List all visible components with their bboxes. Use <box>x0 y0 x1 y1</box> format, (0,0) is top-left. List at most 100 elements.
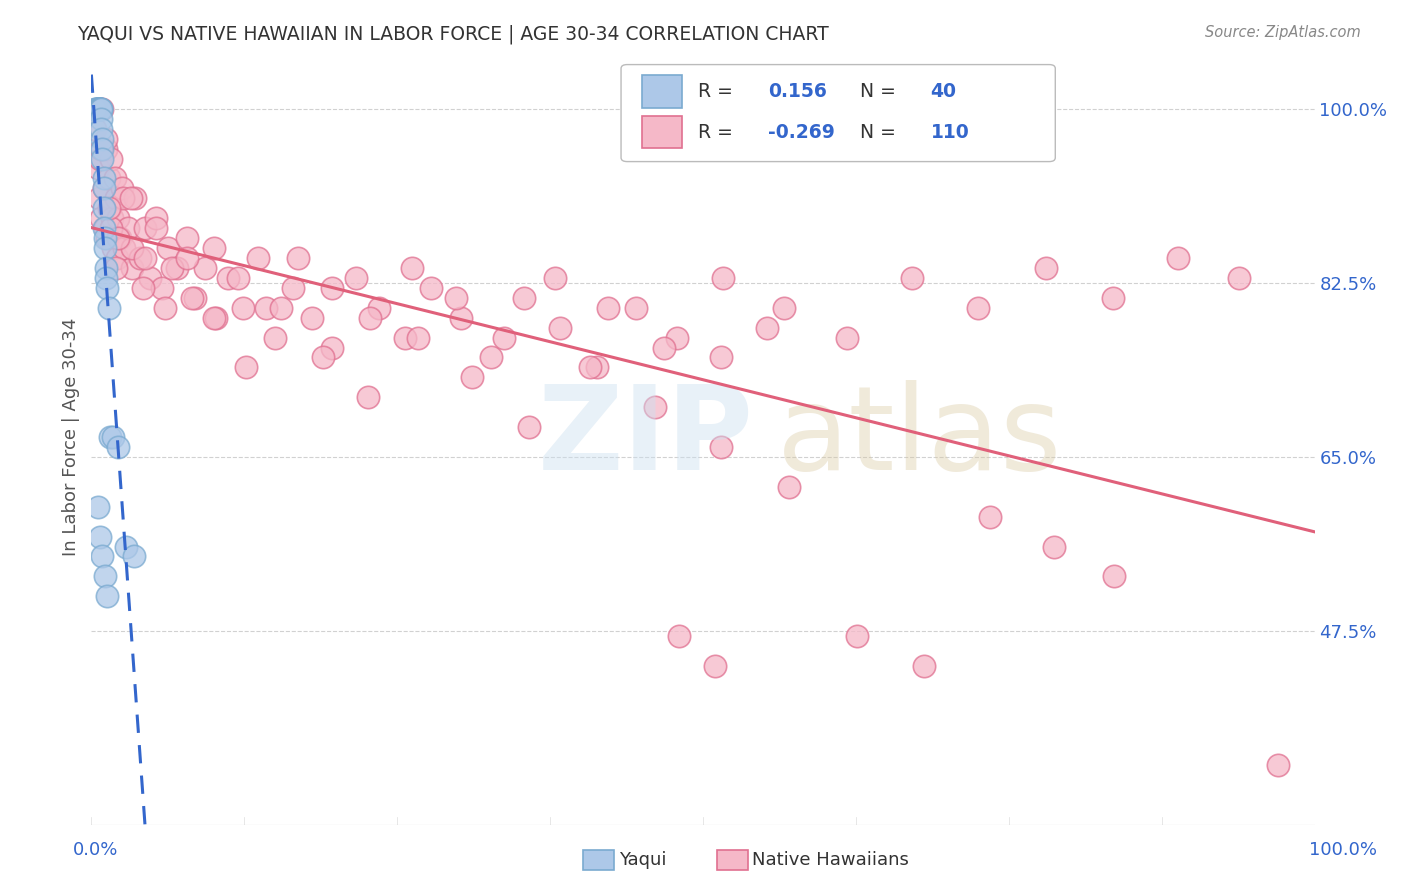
Point <box>1035 260 1057 275</box>
Point <box>91 142 114 156</box>
Point <box>359 310 381 325</box>
Point <box>979 509 1001 524</box>
Point <box>710 351 733 365</box>
Text: 100.0%: 100.0% <box>1309 840 1376 858</box>
Point <box>103 241 125 255</box>
Text: Native Hawaiians: Native Hawaiians <box>752 851 910 869</box>
Point <box>145 221 167 235</box>
Text: 0.0%: 0.0% <box>73 840 118 858</box>
Point <box>139 271 162 285</box>
Point <box>100 152 122 166</box>
Point <box>98 430 121 444</box>
Text: N =: N = <box>859 82 901 102</box>
Point <box>492 330 515 344</box>
Point <box>217 271 239 285</box>
Point <box>96 281 118 295</box>
Point <box>1267 758 1289 772</box>
Point <box>104 191 127 205</box>
Point <box>84 102 107 116</box>
Point <box>97 171 120 186</box>
Point <box>246 251 269 265</box>
Point <box>394 330 416 344</box>
Point <box>264 330 287 344</box>
Point <box>114 540 136 554</box>
Point <box>301 310 323 325</box>
Point <box>134 251 156 265</box>
Point <box>107 440 129 454</box>
Point <box>517 420 540 434</box>
Point <box>107 211 129 226</box>
Point <box>100 221 122 235</box>
Point <box>778 480 800 494</box>
Point <box>406 330 429 344</box>
Point <box>84 121 107 136</box>
Point <box>112 191 135 205</box>
Point <box>101 211 124 226</box>
Point <box>772 301 794 315</box>
Point <box>94 260 117 275</box>
Point <box>103 430 125 444</box>
Point <box>1227 271 1250 285</box>
Point <box>235 360 257 375</box>
Point <box>97 201 120 215</box>
Point <box>94 131 117 145</box>
Text: Source: ZipAtlas.com: Source: ZipAtlas.com <box>1205 25 1361 40</box>
Point <box>86 161 108 176</box>
Point <box>846 629 869 643</box>
Point <box>270 301 292 315</box>
Point <box>644 401 666 415</box>
Point <box>367 301 389 315</box>
Point <box>160 260 183 275</box>
Point <box>84 102 107 116</box>
Point <box>132 281 155 295</box>
Point <box>837 330 859 344</box>
Point <box>710 440 733 454</box>
Point <box>479 351 502 365</box>
Text: YAQUI VS NATIVE HAWAIIAN IN LABOR FORCE | AGE 30-34 CORRELATION CHART: YAQUI VS NATIVE HAWAIIAN IN LABOR FORCE … <box>77 25 830 45</box>
Point <box>89 102 111 116</box>
Point <box>105 251 128 265</box>
Point <box>513 291 536 305</box>
Point <box>134 221 156 235</box>
Point <box>93 181 115 195</box>
Point <box>93 171 115 186</box>
Point <box>108 231 131 245</box>
Point <box>120 191 142 205</box>
Point <box>90 211 112 226</box>
Point <box>86 102 108 116</box>
Point <box>96 589 118 603</box>
Point <box>157 241 180 255</box>
Point <box>202 241 225 255</box>
Point <box>450 310 472 325</box>
Point <box>87 191 110 205</box>
Point <box>153 301 176 315</box>
Point <box>579 360 602 375</box>
Point <box>90 112 112 126</box>
Point <box>129 251 152 265</box>
Point <box>87 102 110 116</box>
Point <box>461 370 484 384</box>
Point <box>184 291 207 305</box>
Text: -0.269: -0.269 <box>768 122 835 142</box>
Point <box>98 201 121 215</box>
Point <box>912 659 935 673</box>
Point <box>87 102 110 116</box>
Point <box>122 549 145 564</box>
Point <box>624 301 647 315</box>
Point <box>444 291 467 305</box>
Point <box>121 260 143 275</box>
Point <box>967 301 990 315</box>
Point <box>1043 540 1066 554</box>
Point <box>86 102 108 116</box>
Point <box>91 152 114 166</box>
Point <box>420 281 443 295</box>
Point <box>87 102 110 116</box>
Point <box>89 102 111 116</box>
Bar <box>643 76 682 108</box>
Point <box>90 102 112 116</box>
Point <box>321 281 343 295</box>
Point <box>90 102 112 116</box>
Text: 110: 110 <box>931 122 969 142</box>
Point <box>104 260 127 275</box>
Point <box>357 390 380 404</box>
